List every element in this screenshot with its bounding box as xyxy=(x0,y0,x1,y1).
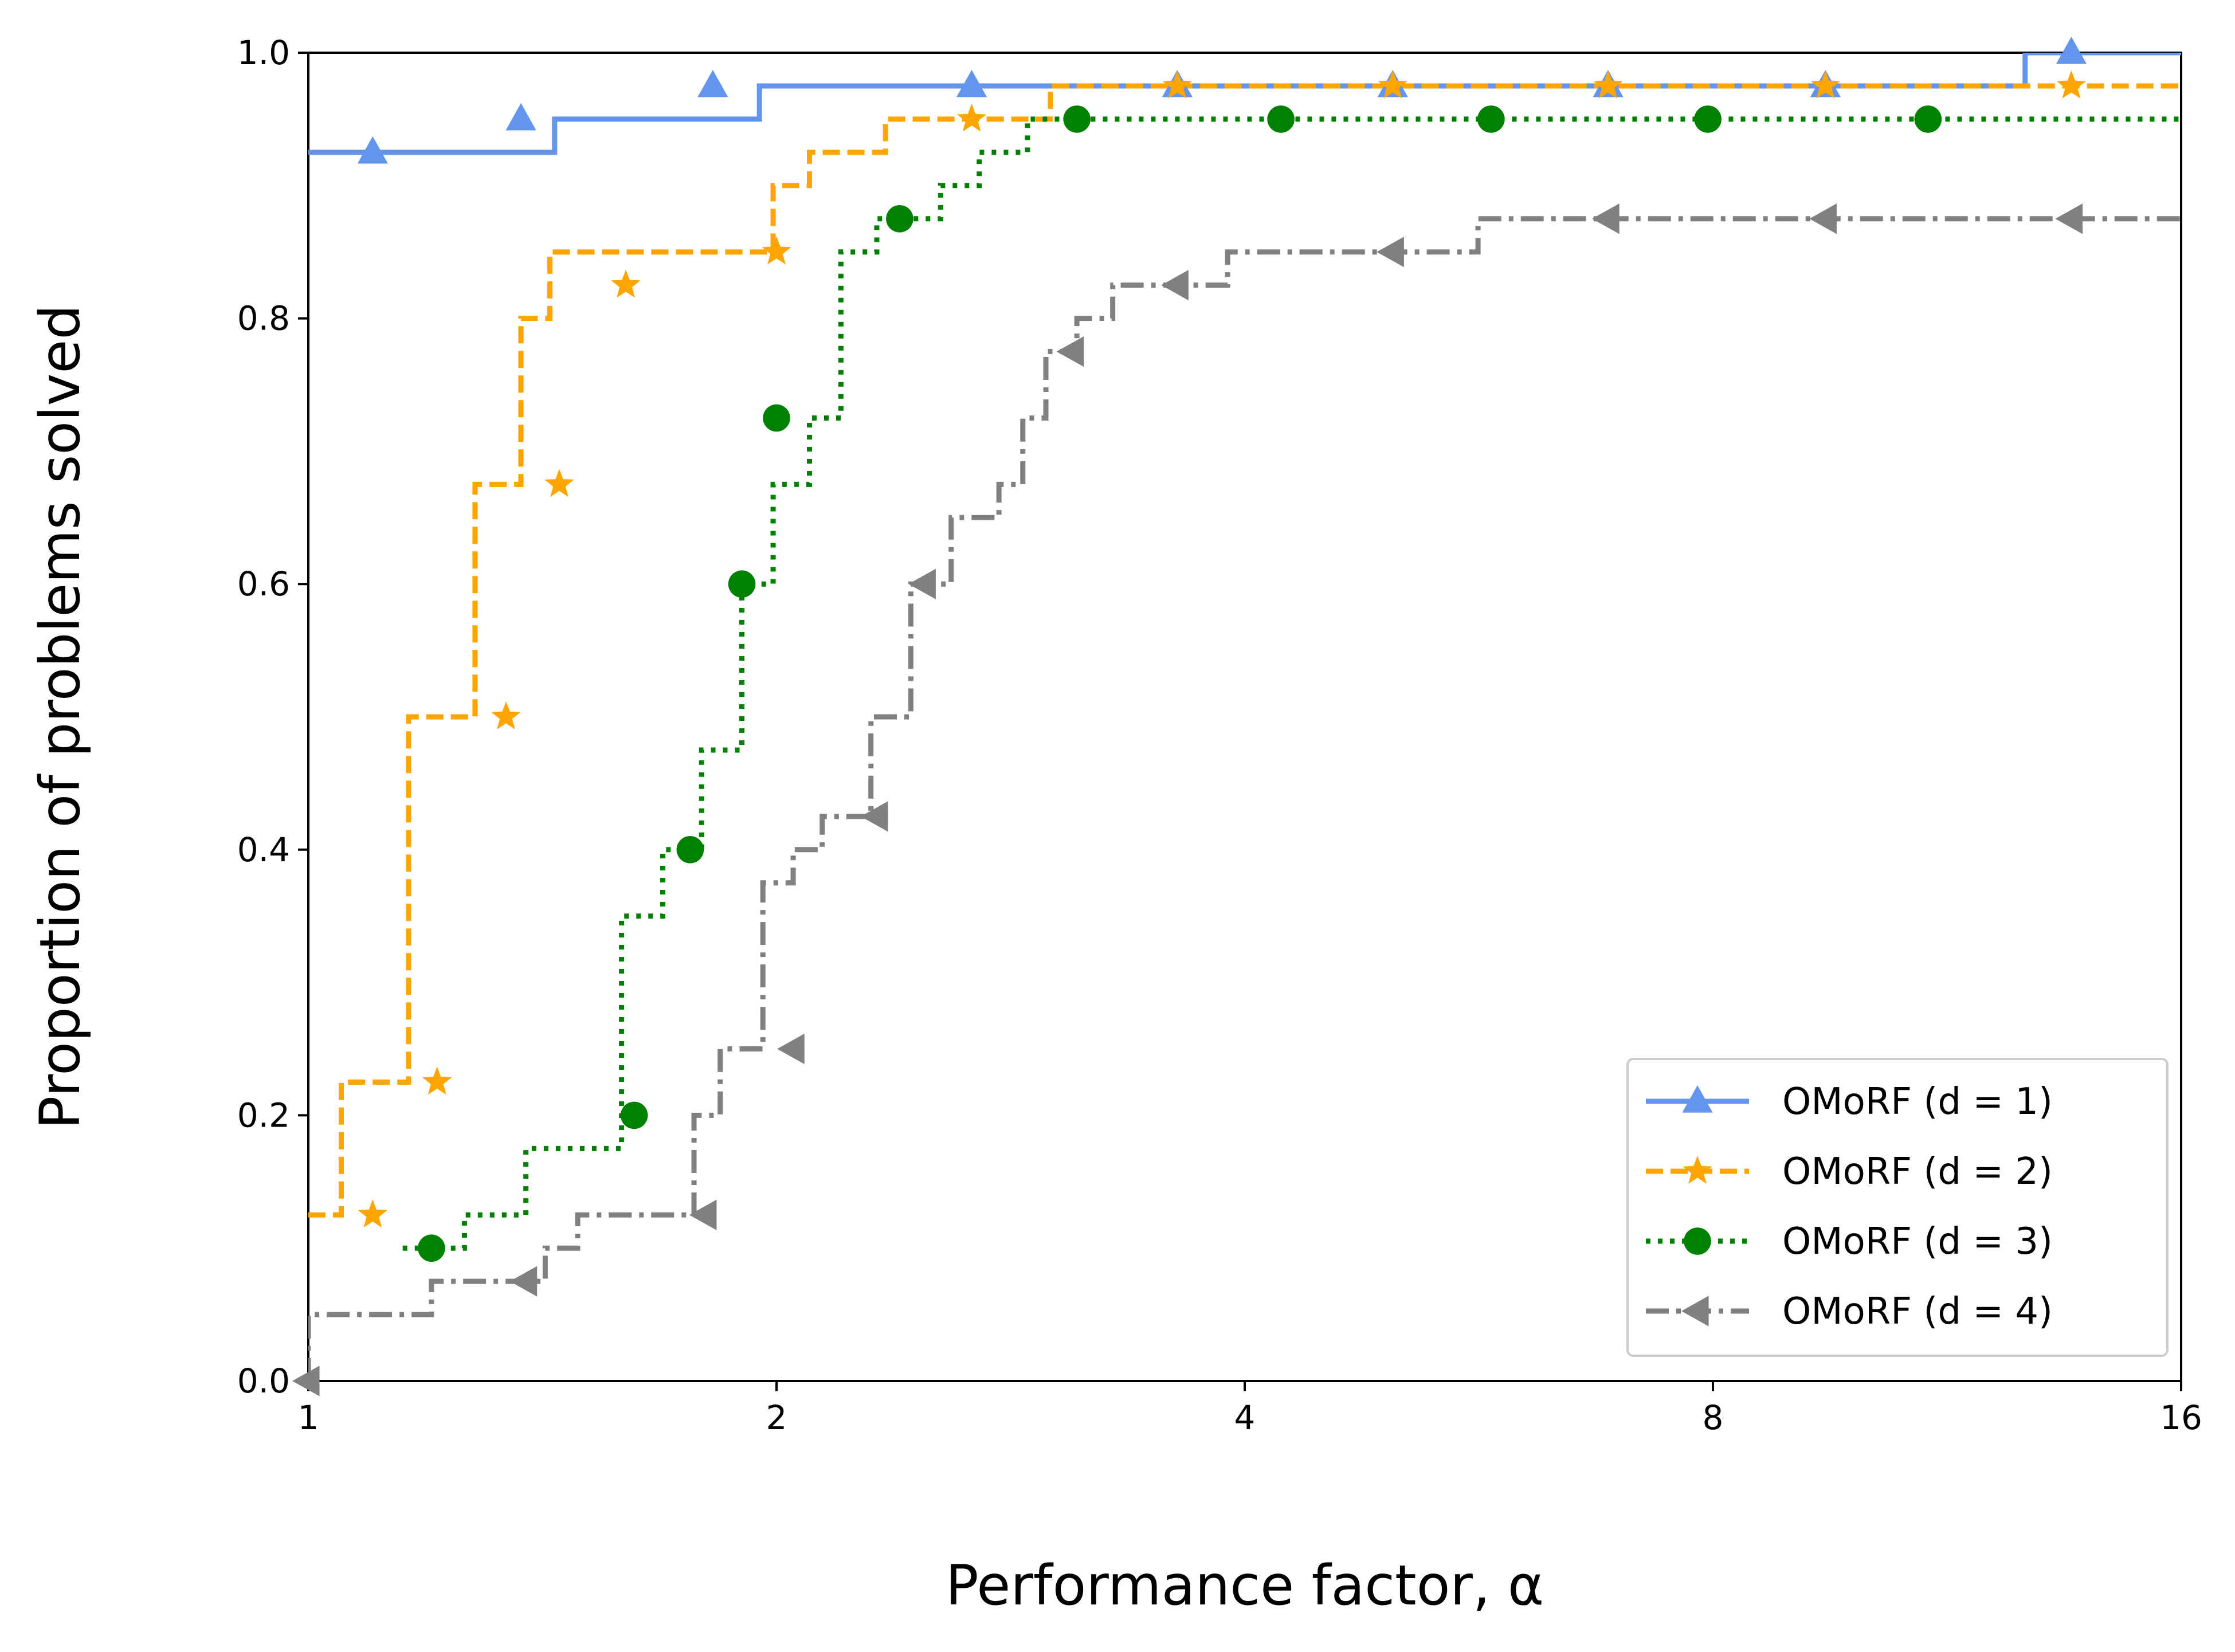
y-axis-ticks: 0.0 0.2 0.4 0.6 0.8 1.0 xyxy=(237,33,308,1400)
data-point-d4 xyxy=(1592,203,1620,234)
data-point-d4 xyxy=(1056,336,1084,367)
legend-marker-d3 xyxy=(1684,1227,1711,1255)
data-point-d2 xyxy=(1593,70,1623,99)
data-point-d4 xyxy=(509,1266,538,1297)
y-tick-label: 0.6 xyxy=(237,564,290,603)
data-point-d3 xyxy=(1914,105,1942,133)
x-tick-label: 4 xyxy=(1234,1398,1256,1437)
data-point-d4 xyxy=(1377,237,1404,268)
series-line-d4 xyxy=(308,216,2181,1381)
data-point-d4 xyxy=(2055,203,2083,234)
x-tick-label: 16 xyxy=(2160,1398,2202,1437)
data-point-d3 xyxy=(763,404,790,432)
series-line-d2 xyxy=(308,83,2181,1218)
x-tick-label: 1 xyxy=(298,1398,319,1437)
data-point-d2 xyxy=(422,1066,452,1095)
y-tick-label: 1.0 xyxy=(237,33,290,72)
data-point-d4 xyxy=(860,801,888,832)
data-point-d3 xyxy=(728,570,756,598)
data-point-d2 xyxy=(611,269,641,298)
data-point-d1 xyxy=(697,69,728,97)
data-point-d3 xyxy=(620,1101,648,1129)
data-point-d2 xyxy=(358,1199,387,1228)
data-point-d4 xyxy=(1809,203,1837,234)
data-point-d2 xyxy=(544,469,574,497)
data-point-d1 xyxy=(505,103,536,131)
series-layer xyxy=(308,53,2181,1381)
y-tick-label: 0.8 xyxy=(237,299,290,338)
y-tick-label: 0.0 xyxy=(237,1361,290,1400)
data-point-d2 xyxy=(956,103,987,132)
data-point-d3 xyxy=(1267,105,1295,133)
data-point-d3 xyxy=(1694,105,1722,133)
x-axis-ticks: 1 2 4 8 16 xyxy=(298,1381,2202,1437)
legend-marker-d4 xyxy=(1681,1296,1709,1327)
legend-marker-d1 xyxy=(1682,1085,1713,1113)
y-axis-label: Proportion of problems solved xyxy=(28,305,92,1129)
data-point-d1 xyxy=(357,136,388,164)
series-line-d3 xyxy=(402,116,2181,1251)
x-tick-label: 2 xyxy=(766,1398,787,1437)
legend-label-d1: OMoRF (d = 1) xyxy=(1782,1081,2053,1123)
data-point-d4 xyxy=(292,1365,320,1396)
data-point-d3 xyxy=(1477,105,1505,133)
legend-marker-d2 xyxy=(1683,1156,1712,1184)
data-point-d2 xyxy=(1162,70,1192,99)
marker-layer xyxy=(292,37,2087,1396)
x-tick-label: 8 xyxy=(1703,1398,1724,1437)
x-axis-label: Performance factor, α xyxy=(946,1553,1544,1618)
data-point-d2 xyxy=(491,701,521,729)
data-point-d4 xyxy=(1161,270,1189,301)
data-point-d2 xyxy=(762,236,791,265)
data-point-d1 xyxy=(2056,37,2087,64)
data-point-d3 xyxy=(886,205,913,233)
data-point-d4 xyxy=(908,568,936,599)
data-point-d2 xyxy=(1810,70,1840,99)
data-point-d1 xyxy=(956,69,987,97)
data-point-d3 xyxy=(418,1234,445,1262)
legend: OMoRF (d = 1) OMoRF (d = 2) OMoRF (d = 3) O… xyxy=(1626,1058,2169,1357)
y-tick-label: 0.4 xyxy=(237,830,290,869)
data-point-d3 xyxy=(676,836,704,864)
data-point-d2 xyxy=(1378,70,1407,99)
legend-label-d2: OMoRF (d = 2) xyxy=(1782,1151,2053,1193)
legend-label-d4: OMoRF (d = 4) xyxy=(1782,1290,2053,1333)
data-point-d2 xyxy=(2056,70,2087,99)
legend-label-d3: OMoRF (d = 3) xyxy=(1782,1221,2053,1263)
data-point-d4 xyxy=(777,1033,805,1065)
y-tick-label: 0.2 xyxy=(237,1096,290,1135)
data-point-d3 xyxy=(1063,105,1091,133)
data-point-d4 xyxy=(689,1199,717,1230)
series-line-d1 xyxy=(308,53,2181,155)
legend-box xyxy=(1626,1058,2169,1357)
